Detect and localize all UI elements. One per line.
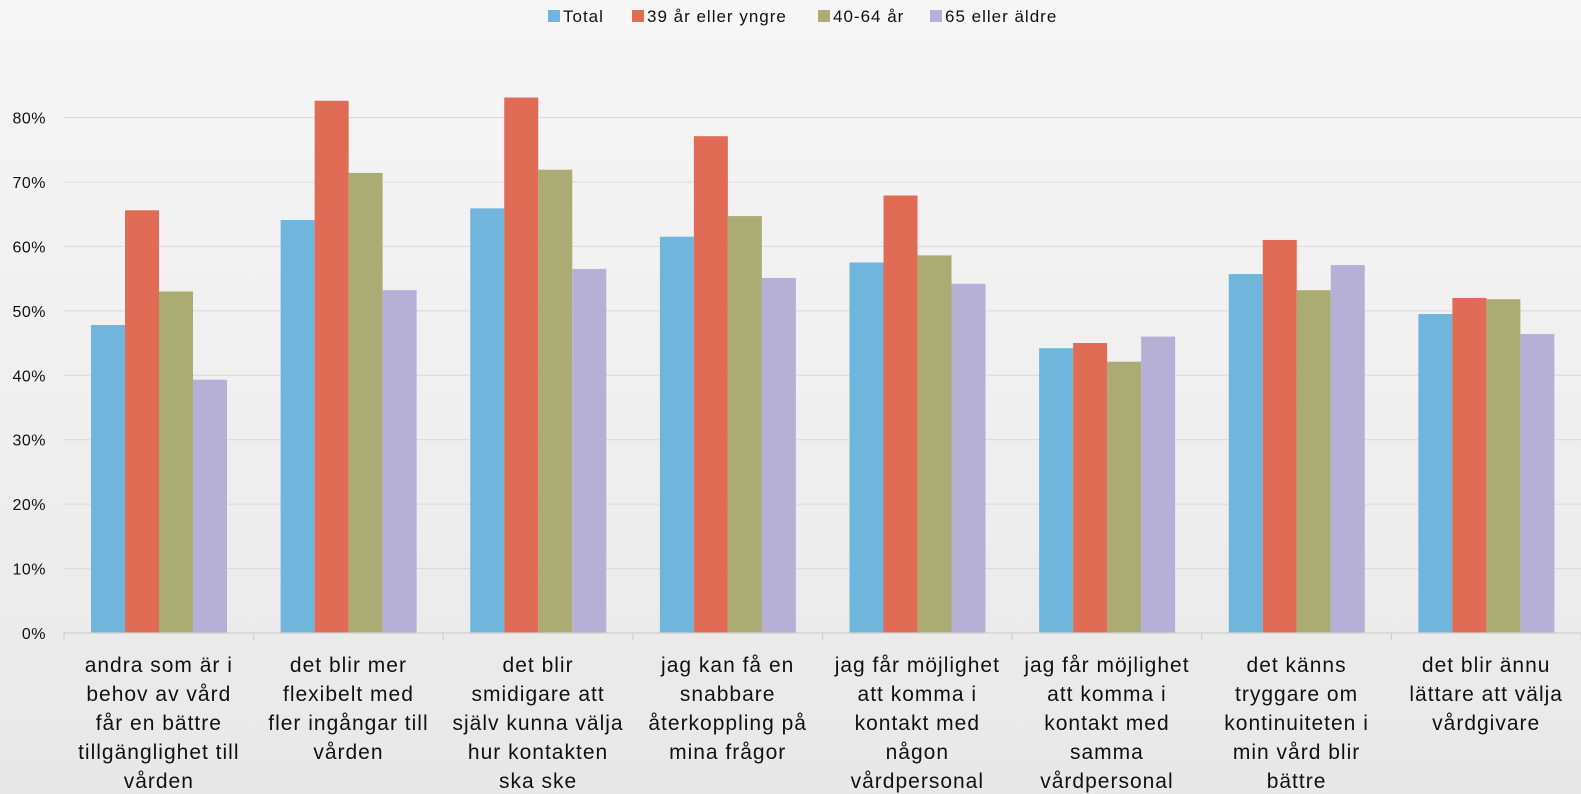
bar <box>382 290 417 633</box>
bar <box>280 219 315 633</box>
bar <box>951 283 986 633</box>
bar <box>1330 265 1365 633</box>
x-category-label: jag kan få en snabbare återkoppling på mina… <box>648 654 807 764</box>
bar <box>1073 343 1108 633</box>
legend-label: 39 år eller yngre <box>647 7 787 26</box>
legend-label: Total <box>563 7 604 26</box>
x-category-label: det blir mer flexibelt med fler ingångar t… <box>268 654 428 764</box>
y-tick-label: 60% <box>12 239 46 256</box>
y-axis: 0% 10% 20% 30% 40% 50% 60% 70% 80% <box>12 111 46 644</box>
bar <box>1520 334 1555 633</box>
bar <box>348 172 383 633</box>
bar <box>538 169 573 633</box>
x-category-label: jag får möjlighet att komma i kontakt med n… <box>834 654 1000 793</box>
bar <box>125 210 159 634</box>
legend-swatch <box>818 10 830 22</box>
legend: Total 39 år eller yngre 40-64 år 65 eller ä… <box>548 7 1057 26</box>
y-tick-label: 30% <box>12 433 46 450</box>
y-tick-label: 0% <box>22 626 46 643</box>
bar <box>1262 239 1297 633</box>
legend-label: 40-64 år <box>833 7 904 26</box>
bar <box>504 97 539 634</box>
bar <box>572 268 607 633</box>
y-tick-label: 70% <box>12 175 46 192</box>
bar <box>470 208 505 633</box>
y-tick-label: 40% <box>12 368 46 385</box>
bar <box>1296 290 1331 633</box>
bar <box>91 324 125 633</box>
legend-label: 65 eller äldre <box>945 7 1057 26</box>
y-tick-label: 80% <box>12 111 46 128</box>
bar <box>1141 336 1176 633</box>
bar <box>1228 274 1263 633</box>
bar <box>849 262 884 633</box>
bar <box>1107 361 1142 633</box>
bar <box>193 379 227 633</box>
bar <box>761 277 796 633</box>
bar <box>917 255 952 634</box>
bar <box>1486 299 1521 633</box>
x-category-label: andra som är i behov av vård får en bättre… <box>78 654 239 793</box>
bar <box>1039 348 1074 633</box>
x-category-label: det känns tryggare om kontinuiteten i min v… <box>1224 654 1369 793</box>
x-category-label: det blir ännu lättare att välja vårdgivare <box>1409 654 1563 735</box>
bar <box>727 216 762 634</box>
legend-swatch <box>548 10 560 22</box>
legend-swatch <box>930 10 942 22</box>
bar <box>159 291 193 633</box>
bar <box>314 100 349 634</box>
x-category-label: jag får möjlighet att komma i kontakt med s… <box>1023 654 1189 793</box>
y-tick-label: 20% <box>12 497 46 514</box>
x-category-label: det blir smidigare att själv kunna välja hu… <box>453 654 624 793</box>
bar <box>659 236 694 633</box>
bar <box>1452 297 1487 633</box>
bar <box>693 136 728 633</box>
y-tick-label: 50% <box>12 304 46 321</box>
legend-swatch <box>632 10 644 22</box>
x-axis: andra som är i behov av vård får en bättre… <box>63 632 1581 793</box>
bars <box>91 97 1555 634</box>
y-tick-label: 10% <box>12 562 46 579</box>
bar <box>883 195 918 634</box>
bar <box>1418 314 1453 633</box>
